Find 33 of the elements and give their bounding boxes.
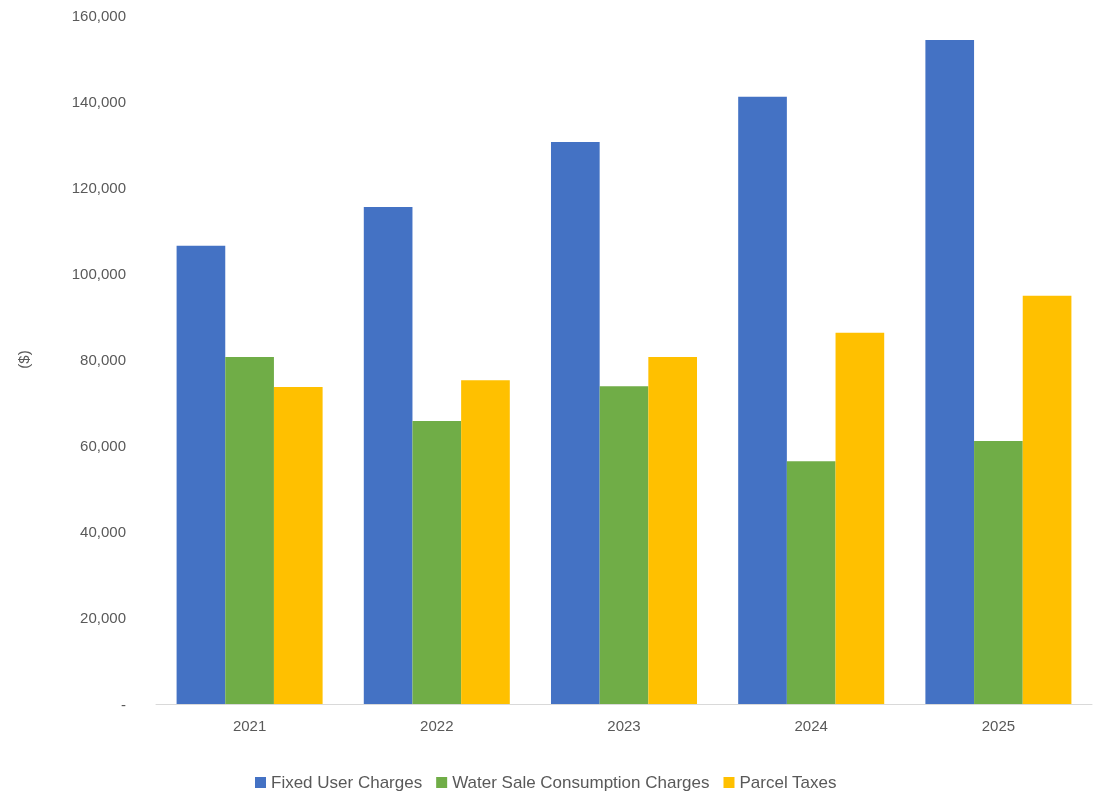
y-tick-label: - (121, 695, 126, 713)
legend-label: Water Sale Consumption Charges (452, 773, 710, 792)
x-tick-label: 2021 (232, 717, 267, 734)
y-tick-label: 20,000 (80, 609, 126, 627)
y-tick-label: 100,000 (71, 264, 126, 282)
bar (835, 332, 885, 704)
bar (412, 421, 462, 704)
y-tick-label: 40,000 (80, 523, 126, 541)
y-tick-label: 160,000 (71, 6, 126, 24)
bar (550, 142, 600, 704)
bar (363, 207, 413, 704)
bar (273, 387, 323, 704)
bar (648, 356, 698, 704)
bar (1022, 295, 1072, 704)
x-tick-label: 2022 (420, 717, 454, 734)
x-tick-label: 2025 (981, 717, 1016, 734)
y-tick-label: 60,000 (80, 437, 126, 455)
x-tick-label: 2024 (794, 717, 828, 734)
x-tick-label: 2023 (607, 717, 641, 734)
bar (786, 461, 836, 704)
bar (461, 380, 510, 704)
bar (925, 39, 975, 704)
bar (599, 386, 649, 704)
bar (738, 96, 787, 704)
y-tick-label: 120,000 (71, 178, 126, 196)
y-tick-label: 80,000 (80, 351, 126, 368)
bar (974, 440, 1023, 704)
bar (225, 356, 274, 704)
legend-label: Parcel Taxes (739, 773, 837, 792)
bar (176, 245, 226, 704)
y-axis-title: ($) (15, 350, 32, 369)
legend-label: Fixed User Charges (271, 773, 423, 792)
y-tick-label: 140,000 (71, 92, 126, 110)
